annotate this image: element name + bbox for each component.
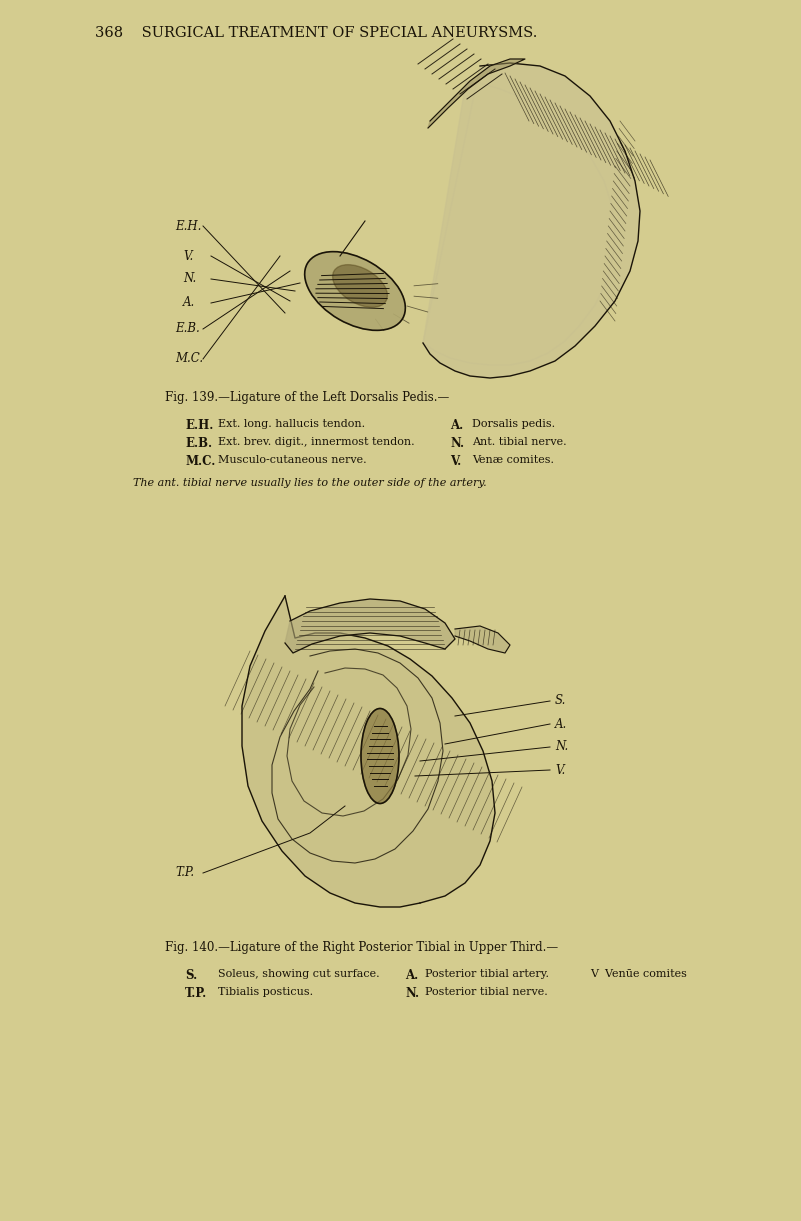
Text: M.C.: M.C.	[185, 455, 215, 468]
Text: T.P.: T.P.	[175, 867, 194, 879]
Polygon shape	[455, 626, 510, 653]
Text: S.: S.	[185, 969, 197, 982]
Text: E.H.: E.H.	[185, 419, 213, 432]
Text: Fig. 139.—Ligature of the Left Dorsalis Pedis.—: Fig. 139.—Ligature of the Left Dorsalis …	[165, 391, 449, 404]
Text: N.: N.	[183, 272, 196, 286]
Polygon shape	[285, 600, 455, 653]
Ellipse shape	[332, 265, 388, 308]
Text: A.: A.	[405, 969, 418, 982]
Text: The ant. tibial nerve usually lies to the outer side of the artery.: The ant. tibial nerve usually lies to th…	[133, 477, 487, 488]
Text: V  Venūe comites: V Venūe comites	[590, 969, 687, 979]
Text: Venæ comites.: Venæ comites.	[472, 455, 554, 465]
Text: A.: A.	[555, 718, 567, 730]
Text: A.: A.	[183, 297, 195, 309]
Ellipse shape	[304, 252, 405, 331]
Text: Musculo-cutaneous nerve.: Musculo-cutaneous nerve.	[218, 455, 367, 465]
Text: N.: N.	[450, 437, 464, 451]
Text: Dorsalis pedis.: Dorsalis pedis.	[472, 419, 555, 429]
Text: Ext. brev. digit., innermost tendon.: Ext. brev. digit., innermost tendon.	[218, 437, 415, 447]
Text: Ext. long. hallucis tendon.: Ext. long. hallucis tendon.	[218, 419, 365, 429]
Text: Ant. tibial nerve.: Ant. tibial nerve.	[472, 437, 566, 447]
Text: T.P.: T.P.	[185, 987, 207, 1000]
Text: N.: N.	[405, 987, 419, 1000]
Text: Soleus, showing cut surface.: Soleus, showing cut surface.	[218, 969, 380, 979]
Text: E.H.: E.H.	[175, 220, 201, 232]
Text: E.B.: E.B.	[185, 437, 212, 451]
Text: Posterior tibial nerve.: Posterior tibial nerve.	[425, 987, 548, 998]
Text: N.: N.	[555, 740, 568, 753]
Text: Posterior tibial artery.: Posterior tibial artery.	[425, 969, 549, 979]
Text: Tibialis posticus.: Tibialis posticus.	[218, 987, 313, 998]
Text: E.B.: E.B.	[175, 322, 199, 336]
Text: V.: V.	[183, 249, 193, 263]
Text: 368    SURGICAL TREATMENT OF SPECIAL ANEURYSMS.: 368 SURGICAL TREATMENT OF SPECIAL ANEURY…	[95, 26, 537, 40]
Polygon shape	[242, 596, 495, 907]
Text: V.: V.	[450, 455, 461, 468]
Polygon shape	[423, 63, 640, 379]
Text: A.: A.	[450, 419, 463, 432]
Polygon shape	[428, 59, 525, 128]
Text: V.: V.	[555, 763, 566, 777]
Text: S.: S.	[555, 695, 566, 707]
Ellipse shape	[361, 708, 399, 803]
Text: M.C.: M.C.	[175, 353, 203, 365]
Text: Fig. 140.—Ligature of the Right Posterior Tibial in Upper Third.—: Fig. 140.—Ligature of the Right Posterio…	[165, 941, 558, 954]
